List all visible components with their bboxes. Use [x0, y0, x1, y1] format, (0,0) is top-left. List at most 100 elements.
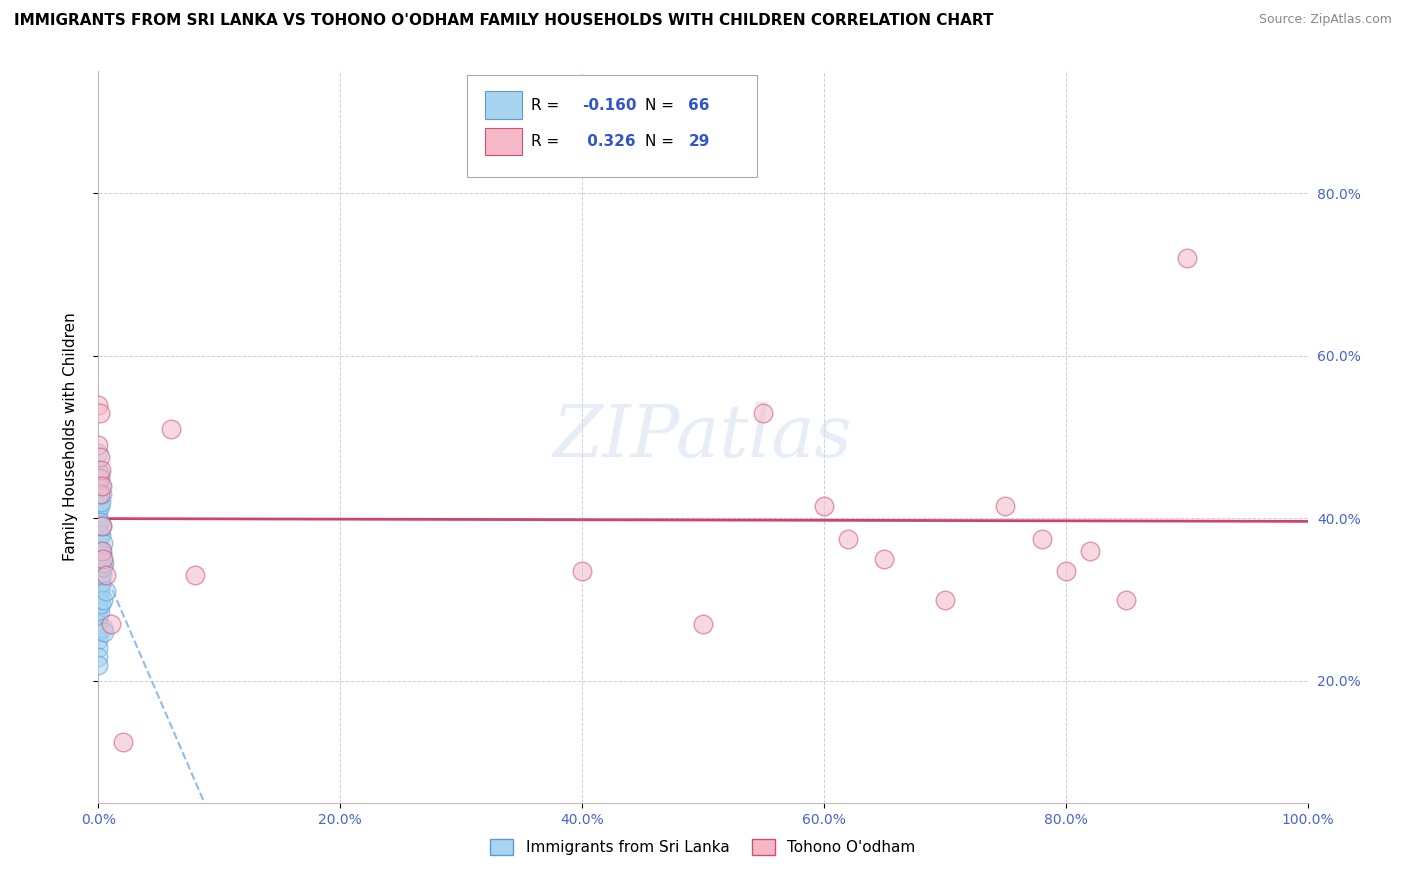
Point [87, 471, 110, 485]
Text: ZIPatlas: ZIPatlas [553, 401, 853, 473]
Point [91, 552, 114, 566]
Point [87, 508, 110, 522]
Text: R =: R = [531, 97, 564, 112]
Point [1054, 564, 1077, 578]
Point [91, 544, 114, 558]
Point [91, 621, 114, 635]
Point [89, 584, 111, 599]
Point [837, 532, 859, 546]
Point [87, 633, 110, 648]
Point [90, 462, 112, 476]
Point [87, 552, 110, 566]
Point [184, 568, 207, 582]
Point [91, 519, 114, 533]
Point [87, 576, 110, 591]
Text: Source: ZipAtlas.com: Source: ZipAtlas.com [1258, 13, 1392, 27]
Point [87, 524, 110, 538]
Point [90, 560, 112, 574]
Point [87, 592, 110, 607]
Point [87, 479, 110, 493]
Point [692, 617, 714, 632]
Point [873, 552, 896, 566]
Point [87, 600, 110, 615]
Point [160, 422, 183, 436]
Text: N =: N = [645, 134, 679, 149]
Text: R =: R = [531, 134, 564, 149]
Text: IMMIGRANTS FROM SRI LANKA VS TOHONO O'ODHAM FAMILY HOUSEHOLDS WITH CHILDREN CORR: IMMIGRANTS FROM SRI LANKA VS TOHONO O'OD… [14, 13, 994, 29]
Point [93, 625, 115, 640]
Point [87, 487, 110, 501]
Point [87, 516, 110, 530]
Point [87, 446, 110, 460]
Point [91, 548, 114, 562]
Point [87, 564, 110, 578]
Point [87, 519, 110, 533]
Point [89, 516, 111, 530]
Point [87, 572, 110, 586]
Point [87, 548, 110, 562]
Point [87, 589, 110, 603]
Text: -0.160: -0.160 [582, 97, 637, 112]
Point [90, 544, 112, 558]
Point [91, 560, 114, 574]
Point [87, 608, 110, 623]
Point [752, 406, 775, 420]
Point [89, 487, 111, 501]
Point [89, 471, 111, 485]
Point [90, 495, 112, 509]
Point [87, 617, 110, 632]
Text: 66: 66 [689, 97, 710, 112]
Point [87, 499, 110, 513]
Point [90, 597, 112, 611]
Point [89, 467, 111, 481]
Point [87, 649, 110, 664]
Point [89, 568, 111, 582]
Point [1175, 252, 1198, 266]
Point [111, 735, 134, 749]
Text: N =: N = [645, 97, 679, 112]
Legend: Immigrants from Sri Lanka, Tohono O'odham: Immigrants from Sri Lanka, Tohono O'odha… [484, 833, 922, 861]
Point [87, 556, 110, 570]
Point [89, 560, 111, 574]
Point [91, 487, 114, 501]
Point [89, 576, 111, 591]
Point [91, 535, 114, 549]
Point [93, 556, 115, 570]
Point [89, 544, 111, 558]
Text: 0.326: 0.326 [582, 134, 636, 149]
Point [1078, 544, 1101, 558]
Point [91, 568, 114, 582]
Point [934, 592, 956, 607]
Point [89, 450, 111, 465]
Point [89, 499, 111, 513]
Bar [485, 91, 522, 119]
Point [87, 568, 110, 582]
Point [91, 519, 114, 533]
Point [87, 657, 110, 672]
Point [87, 581, 110, 595]
FancyBboxPatch shape [467, 75, 758, 178]
Point [90, 527, 112, 541]
Point [90, 479, 112, 493]
Point [94, 584, 117, 599]
Point [91, 592, 114, 607]
Point [994, 499, 1017, 513]
Point [87, 462, 110, 476]
Point [89, 527, 111, 541]
Point [813, 499, 835, 513]
Point [89, 552, 111, 566]
Point [90, 576, 112, 591]
Point [89, 592, 111, 607]
Point [87, 544, 110, 558]
Point [89, 406, 111, 420]
Point [87, 584, 110, 599]
Point [87, 438, 110, 452]
Point [87, 625, 110, 640]
Point [1031, 532, 1053, 546]
Point [89, 605, 111, 619]
Point [87, 495, 110, 509]
Point [571, 564, 593, 578]
Point [87, 540, 110, 554]
Point [100, 617, 122, 632]
Point [87, 560, 110, 574]
